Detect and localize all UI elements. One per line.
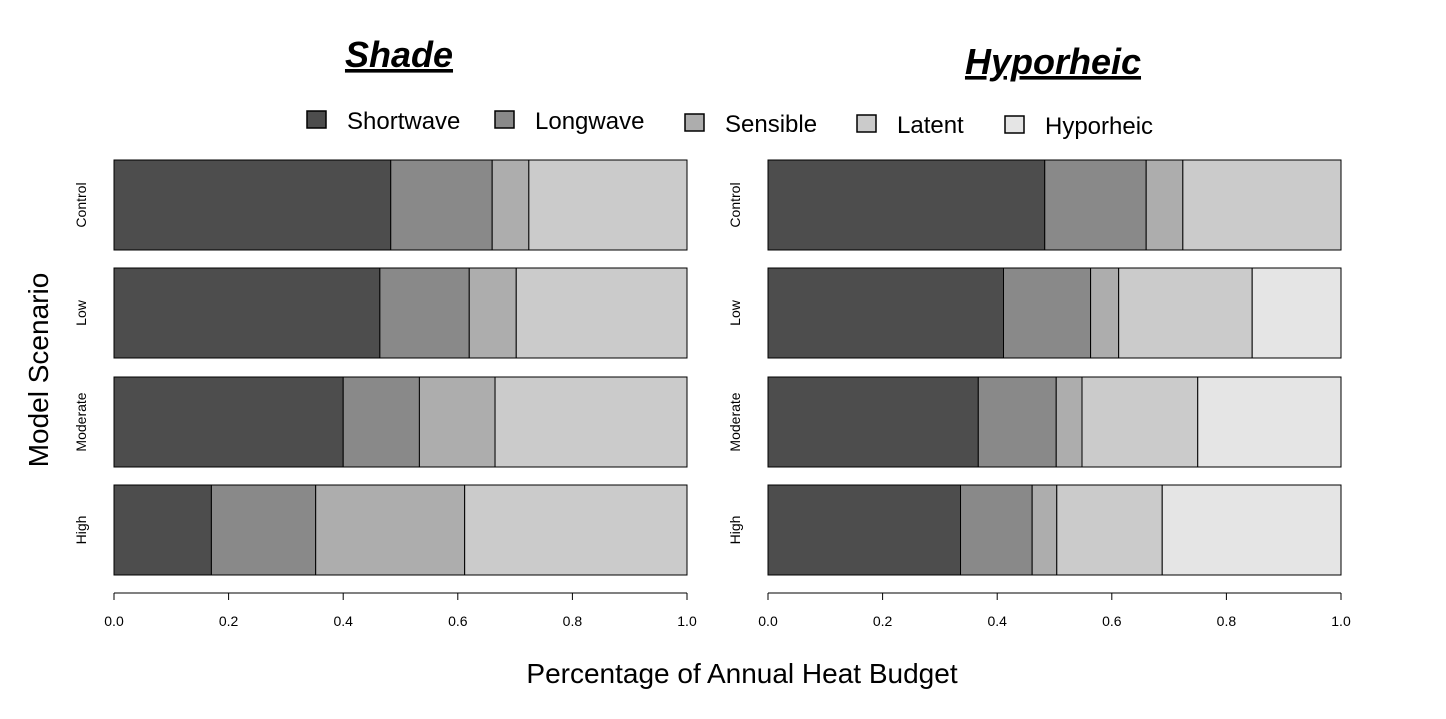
bar-segment-shortwave-low — [113, 267, 381, 359]
x-axis-label: Percentage of Annual Heat Budget — [526, 658, 957, 689]
category-label: Moderate — [727, 392, 743, 451]
bar-segment-longwave-control — [1044, 159, 1147, 251]
bar-segment-shortwave-moderate — [767, 376, 979, 468]
bar-segment-longwave-moderate — [342, 376, 420, 468]
x-tick-label: 0.6 — [1102, 613, 1122, 629]
x-tick-label: 0.4 — [333, 613, 353, 629]
bar-segment-sensible-moderate — [418, 376, 496, 468]
legend-swatch — [494, 110, 515, 129]
panel-shade: Shade Control Low Moderate High 0.0 0.2 0.4 0.6 0… — [73, 34, 697, 629]
category-label: Low — [727, 299, 743, 326]
bar-segment-sensible-high — [315, 484, 466, 576]
bar-segment-longwave-high — [960, 484, 1033, 576]
category-label: High — [73, 516, 89, 545]
legend-item-hyporheic: Hyporheic — [1004, 113, 1153, 140]
panel-title: Shade — [345, 34, 453, 75]
bar-segment-latent-low — [515, 267, 688, 359]
category-label: Control — [73, 182, 89, 227]
x-tick-label: 0.8 — [563, 613, 583, 629]
legend-label: Longwave — [535, 108, 644, 135]
bar-segment-sensible-low — [468, 267, 517, 359]
bar-segment-latent-control — [1182, 159, 1342, 251]
bar-segment-longwave-moderate — [977, 376, 1057, 468]
bar-segment-latent-moderate — [494, 376, 688, 468]
x-tick-label: 0.4 — [987, 613, 1007, 629]
bar-segment-hyporheic-high — [1161, 484, 1342, 576]
panels-layer: Shade Control Low Moderate High 0.0 0.2 0.4 0.6 0… — [73, 34, 1351, 629]
legend-item-sensible: Sensible — [684, 111, 817, 138]
bar-segment-longwave-high — [210, 484, 317, 576]
x-tick-label: 0.6 — [448, 613, 468, 629]
x-tick-label: 0.0 — [104, 613, 124, 629]
category-label: High — [727, 516, 743, 545]
legend-label: Shortwave — [347, 108, 460, 135]
legend-item-shortwave: Shortwave — [306, 108, 460, 135]
legend-item-latent: Latent — [856, 112, 964, 139]
y-axis-label: Model Scenario — [23, 273, 54, 468]
legend-label: Hyporheic — [1045, 113, 1153, 140]
bar-segment-shortwave-high — [113, 484, 212, 576]
category-label: Moderate — [73, 392, 89, 451]
x-tick-label: 0.2 — [219, 613, 239, 629]
bar-segment-sensible-high — [1031, 484, 1058, 576]
x-tick-label: 0.8 — [1217, 613, 1237, 629]
category-label: Low — [73, 299, 89, 326]
bar-segment-latent-high — [464, 484, 688, 576]
bar-segment-sensible-low — [1090, 267, 1120, 359]
bar-segment-latent-control — [528, 159, 688, 251]
x-tick-label: 0.0 — [758, 613, 778, 629]
legend-swatch — [684, 113, 705, 132]
bar-segment-longwave-control — [390, 159, 493, 251]
bar-segment-shortwave-control — [767, 159, 1046, 251]
legend-swatch — [306, 110, 327, 129]
legend-swatch — [856, 114, 877, 133]
bar-segment-sensible-moderate — [1055, 376, 1083, 468]
legend-label: Sensible — [725, 111, 817, 138]
bar-segment-shortwave-high — [767, 484, 962, 576]
bar-segment-shortwave-low — [767, 267, 1005, 359]
legend-swatch — [1004, 115, 1025, 134]
panel-title: Hyporheic — [965, 41, 1141, 82]
bar-segment-latent-low — [1118, 267, 1253, 359]
bar-segment-hyporheic-low — [1251, 267, 1342, 359]
category-label: Control — [727, 182, 743, 227]
bar-segment-hyporheic-moderate — [1197, 376, 1342, 468]
bar-segment-latent-moderate — [1081, 376, 1199, 468]
legend: Shortwave Longwave Sensible Latent Hyporheic — [306, 108, 1153, 140]
bar-segment-sensible-control — [1145, 159, 1184, 251]
x-tick-label: 1.0 — [1331, 613, 1351, 629]
bar-segment-shortwave-control — [113, 159, 392, 251]
x-tick-label: 1.0 — [677, 613, 697, 629]
bar-segment-sensible-control — [491, 159, 530, 251]
panel-hyporheic: Hyporheic Control Low Moderate High 0.0 0.2 0.4… — [727, 41, 1351, 629]
bar-segment-latent-high — [1056, 484, 1163, 576]
bar-segment-shortwave-moderate — [113, 376, 344, 468]
bar-segment-longwave-low — [379, 267, 470, 359]
bar-segment-longwave-low — [1003, 267, 1092, 359]
legend-item-longwave: Longwave — [494, 108, 644, 135]
legend-label: Latent — [897, 112, 964, 139]
x-tick-label: 0.2 — [873, 613, 893, 629]
